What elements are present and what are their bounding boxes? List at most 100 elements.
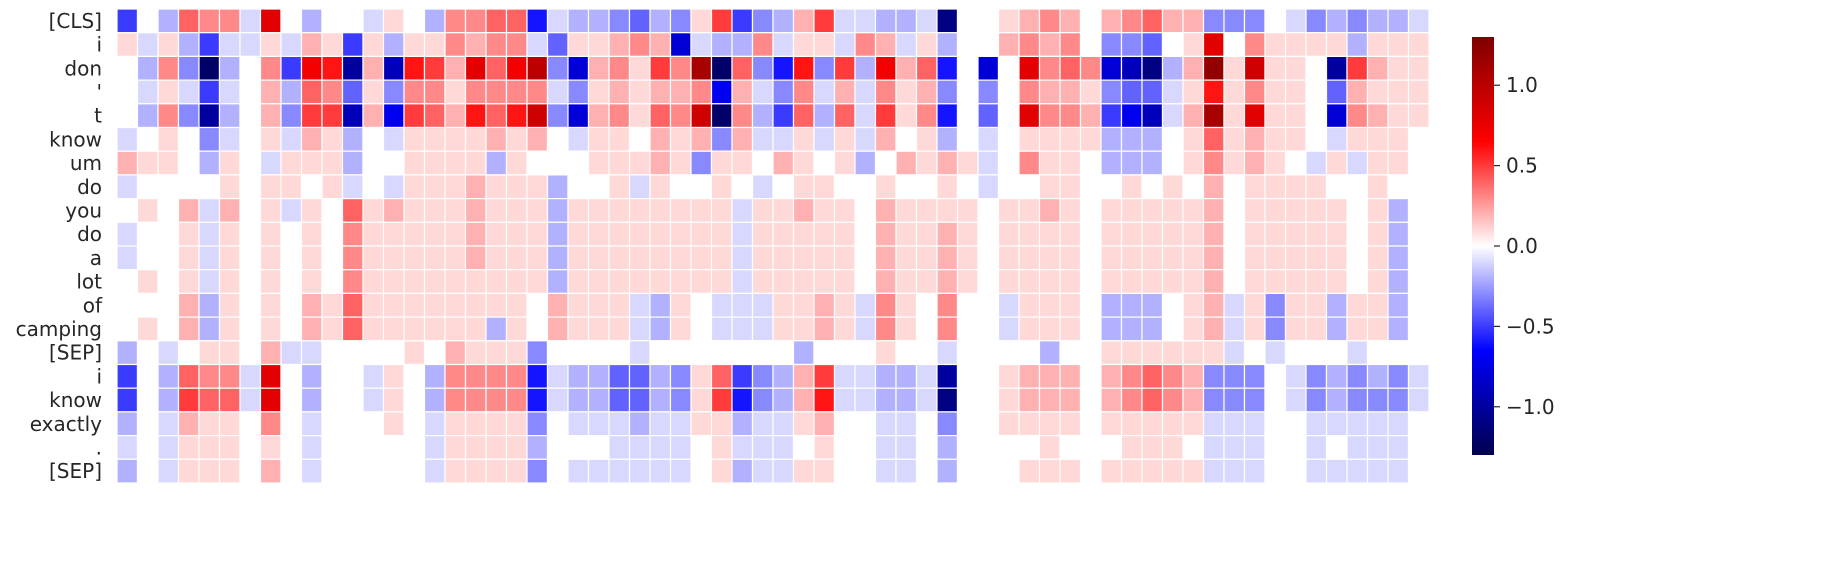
heatmap-cell: [280, 55, 303, 81]
heatmap-cell: [423, 174, 446, 200]
heatmap-cell: [485, 363, 508, 389]
heatmap-cell: [259, 198, 282, 223]
heatmap-cell: [915, 245, 938, 271]
heatmap-cell: [710, 198, 733, 223]
heatmap-cell: [874, 221, 897, 247]
heatmap-cell: [444, 174, 467, 200]
heatmap-cell: [341, 269, 364, 295]
heatmap-cell: [1182, 387, 1205, 413]
heatmap-cell: [1059, 245, 1082, 271]
heatmap-cell: [177, 387, 200, 413]
heatmap-cell: [1018, 150, 1041, 176]
heatmap-cell: [1038, 150, 1061, 176]
heatmap-cell: [833, 126, 856, 152]
heatmap-cell: [300, 150, 323, 176]
heatmap-cell: [1182, 458, 1205, 484]
heatmap-cell: [1243, 8, 1266, 34]
heatmap-cell: [177, 363, 200, 389]
heatmap-cell: [505, 435, 528, 460]
heatmap-cell: [628, 387, 651, 413]
heatmap-cell: [813, 316, 836, 342]
heatmap-cell: [936, 411, 959, 437]
heatmap-cell: [895, 79, 918, 105]
heatmap-cell: [321, 292, 344, 318]
heatmap-cell: [874, 79, 897, 105]
heatmap-cell: [403, 340, 426, 366]
heatmap-cell: [300, 411, 323, 437]
heatmap-cell: [977, 269, 1000, 295]
heatmap-cell: [628, 292, 651, 318]
heatmap-cell: [874, 363, 897, 389]
heatmap-cell: [1120, 458, 1143, 484]
heatmap-cell: [116, 198, 139, 223]
heatmap-cell: [1346, 79, 1369, 105]
heatmap-cell: [1243, 435, 1266, 460]
heatmap-cell: [690, 174, 713, 200]
heatmap-cell: [1346, 411, 1369, 437]
heatmap-cell: [751, 32, 774, 58]
heatmap-cell: [423, 245, 446, 271]
heatmap-cell: [1284, 340, 1307, 366]
heatmap-cell: [1366, 174, 1389, 200]
heatmap-cell: [772, 411, 795, 437]
heatmap-cell: [1161, 292, 1184, 318]
heatmap-cell: [649, 411, 672, 437]
heatmap-cell: [177, 221, 200, 247]
heatmap-cell: [731, 458, 754, 484]
heatmap-cell: [833, 8, 856, 34]
heatmap-cell: [382, 292, 405, 318]
heatmap-cell: [690, 8, 713, 34]
heatmap-cell: [833, 198, 856, 223]
heatmap-cell: [628, 411, 651, 437]
heatmap-cell: [1264, 363, 1287, 389]
heatmap-cell: [1387, 411, 1410, 437]
heatmap-cell: [300, 32, 323, 58]
heatmap-cell: [813, 174, 836, 200]
heatmap-cell: [218, 174, 241, 200]
heatmap-cell: [915, 411, 938, 437]
heatmap-cell: [546, 269, 569, 295]
heatmap-cell: [567, 198, 590, 223]
colorbar-gradient: [1472, 37, 1494, 455]
heatmap-cell: [710, 435, 733, 460]
heatmap-cell: [690, 458, 713, 484]
heatmap-cell: [218, 340, 241, 366]
heatmap-cell: [731, 245, 754, 271]
heatmap-cell: [772, 316, 795, 342]
heatmap-cell: [1141, 363, 1164, 389]
heatmap-cell: [567, 103, 590, 129]
heatmap-cell: [1059, 458, 1082, 484]
heatmap-cell: [546, 458, 569, 484]
heatmap-cell: [1202, 245, 1225, 271]
heatmap-cell: [1038, 198, 1061, 223]
heatmap-cell: [362, 150, 385, 176]
heatmap-cell: [792, 411, 815, 437]
heatmap-cell: [751, 79, 774, 105]
heatmap-cell: [546, 198, 569, 223]
heatmap-cell: [669, 32, 692, 58]
heatmap-cell: [505, 316, 528, 342]
heatmap-cell: [1305, 32, 1328, 58]
heatmap-cell: [1161, 174, 1184, 200]
heatmap-cell: [1387, 32, 1410, 58]
heatmap-cell: [587, 387, 610, 413]
heatmap-cell: [792, 387, 815, 413]
heatmap-cell: [1407, 458, 1430, 484]
heatmap-cell: [423, 198, 446, 223]
heatmap-cell: [1305, 269, 1328, 295]
heatmap-cell: [628, 435, 651, 460]
heatmap-cell: [321, 269, 344, 295]
heatmap-cell: [1018, 32, 1041, 58]
heatmap-cell: [731, 363, 754, 389]
heatmap-cell: [526, 55, 549, 81]
heatmap-cell: [505, 150, 528, 176]
heatmap-cell: [587, 435, 610, 460]
heatmap-cell: [198, 126, 221, 152]
heatmap-cell: [1059, 435, 1082, 460]
colorbar-tick-label: −0.5: [1506, 314, 1555, 338]
heatmap-cell: [936, 198, 959, 223]
heatmap-cell: [423, 269, 446, 295]
heatmap-cell: [464, 340, 487, 366]
heatmap-cell: [1038, 126, 1061, 152]
heatmap-cell: [813, 150, 836, 176]
